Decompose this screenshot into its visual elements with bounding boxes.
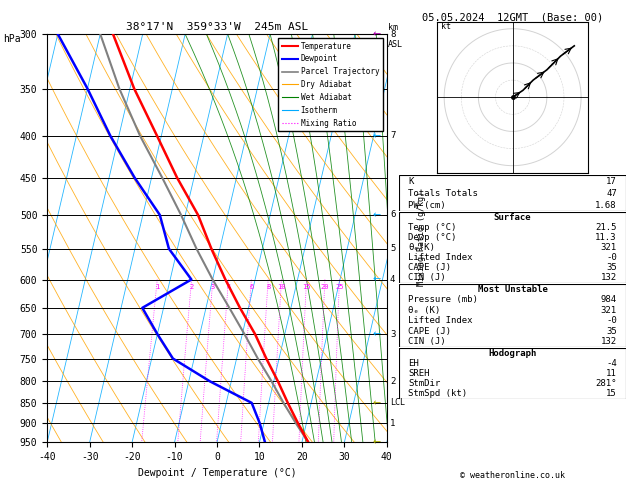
Text: CIN (J): CIN (J) [408,273,446,282]
X-axis label: Dewpoint / Temperature (°C): Dewpoint / Temperature (°C) [138,468,296,478]
Text: CAPE (J): CAPE (J) [408,263,452,272]
Text: 3: 3 [211,284,215,290]
Text: CAPE (J): CAPE (J) [408,327,452,336]
Text: 7: 7 [390,131,396,140]
Text: SREH: SREH [408,369,430,378]
Text: Dewp (°C): Dewp (°C) [408,233,457,242]
Text: θₑ(K): θₑ(K) [408,243,435,252]
Text: 2: 2 [390,377,396,386]
Text: Lifted Index: Lifted Index [408,316,473,325]
Text: Surface: Surface [494,213,532,222]
Text: -0: -0 [606,253,617,262]
Text: -0: -0 [606,316,617,325]
Text: Hodograph: Hodograph [489,348,537,358]
Text: kt: kt [441,22,451,31]
Text: 4: 4 [390,275,396,284]
Text: 15: 15 [606,389,617,399]
Text: 4: 4 [226,284,231,290]
Text: 20: 20 [321,284,329,290]
Text: 05.05.2024  12GMT  (Base: 00): 05.05.2024 12GMT (Base: 00) [422,12,603,22]
Text: 10: 10 [277,284,286,290]
Text: K: K [408,176,414,186]
Text: ←: ← [372,131,381,141]
Text: 35: 35 [606,327,617,336]
Text: θₑ (K): θₑ (K) [408,306,441,314]
Text: 5: 5 [390,244,396,253]
Text: Most Unstable: Most Unstable [477,285,548,294]
Title: 38°17'N  359°33'W  245m ASL: 38°17'N 359°33'W 245m ASL [126,22,308,32]
Text: Temp (°C): Temp (°C) [408,223,457,232]
Text: 47: 47 [606,189,617,198]
Text: ←: ← [372,275,381,284]
Text: ←: ← [372,437,381,447]
Text: 321: 321 [601,243,617,252]
Text: 8: 8 [390,30,396,38]
Text: 1: 1 [155,284,159,290]
Text: 281°: 281° [595,379,617,388]
Text: 132: 132 [601,273,617,282]
Text: 3: 3 [390,330,396,339]
Text: 11.3: 11.3 [595,233,617,242]
Text: 21.5: 21.5 [595,223,617,232]
Text: 15: 15 [303,284,311,290]
Text: ←: ← [372,329,381,339]
Text: 984: 984 [601,295,617,304]
Text: ASL: ASL [388,39,403,49]
Text: 1.68: 1.68 [595,201,617,210]
Text: 1: 1 [390,418,396,428]
Text: ←: ← [372,210,381,220]
Text: 6: 6 [390,210,396,220]
Text: Pressure (mb): Pressure (mb) [408,295,478,304]
Text: 17: 17 [606,176,617,186]
Text: 321: 321 [601,306,617,314]
Text: 8: 8 [266,284,270,290]
Legend: Temperature, Dewpoint, Parcel Trajectory, Dry Adiabat, Wet Adiabat, Isotherm, Mi: Temperature, Dewpoint, Parcel Trajectory… [279,38,383,131]
Text: EH: EH [408,359,419,368]
Text: Lifted Index: Lifted Index [408,253,473,262]
Text: 11: 11 [606,369,617,378]
Text: -4: -4 [606,359,617,368]
Text: hPa: hPa [3,34,21,44]
Text: CIN (J): CIN (J) [408,337,446,346]
Text: ←: ← [372,398,381,408]
Text: km: km [388,22,398,32]
Text: © weatheronline.co.uk: © weatheronline.co.uk [460,471,565,480]
Text: StmDir: StmDir [408,379,441,388]
Text: PW (cm): PW (cm) [408,201,446,210]
Text: 35: 35 [606,263,617,272]
Text: 6: 6 [249,284,253,290]
Text: 132: 132 [601,337,617,346]
Text: 25: 25 [335,284,343,290]
Text: StmSpd (kt): StmSpd (kt) [408,389,467,399]
Text: Totals Totals: Totals Totals [408,189,478,198]
Text: LCL: LCL [390,399,405,407]
Text: ←: ← [372,29,381,39]
Text: 2: 2 [189,284,194,290]
Text: Mixing Ratio (g/kg): Mixing Ratio (g/kg) [417,191,426,286]
